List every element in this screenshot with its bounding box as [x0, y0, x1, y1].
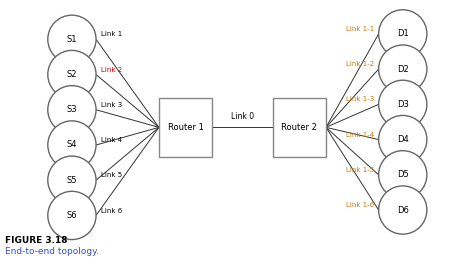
Text: Link 1-4: Link 1-4	[345, 132, 373, 138]
Ellipse shape	[48, 191, 96, 240]
Text: Link 3: Link 3	[100, 102, 122, 108]
Ellipse shape	[48, 121, 96, 169]
Text: Link 1-3: Link 1-3	[345, 96, 373, 102]
Text: D4: D4	[396, 135, 408, 144]
Ellipse shape	[48, 156, 96, 204]
Text: Link 4: Link 4	[100, 137, 122, 143]
Text: End-to-end topology.: End-to-end topology.	[5, 247, 99, 256]
Bar	[272, 98, 325, 157]
Text: Link 1: Link 1	[100, 31, 122, 37]
Text: Link 1-1: Link 1-1	[345, 26, 373, 32]
Text: S5: S5	[67, 176, 77, 185]
Text: S3: S3	[67, 105, 77, 114]
Text: D2: D2	[396, 64, 408, 74]
Text: D6: D6	[396, 205, 408, 215]
Ellipse shape	[378, 115, 426, 164]
Text: Link 0: Link 0	[231, 112, 253, 121]
Bar	[158, 98, 212, 157]
Text: S1: S1	[67, 35, 77, 44]
Ellipse shape	[378, 45, 426, 93]
Ellipse shape	[378, 80, 426, 128]
Ellipse shape	[378, 151, 426, 199]
Text: S6: S6	[67, 211, 77, 220]
Text: D3: D3	[396, 100, 408, 109]
Text: D5: D5	[396, 170, 408, 179]
Text: Link 5: Link 5	[100, 172, 122, 178]
Text: D1: D1	[396, 29, 408, 38]
Text: S4: S4	[67, 140, 77, 150]
Text: FIGURE 3.18: FIGURE 3.18	[5, 236, 67, 245]
Text: Link 6: Link 6	[100, 208, 122, 214]
Text: Router 2: Router 2	[281, 123, 317, 132]
Ellipse shape	[378, 10, 426, 58]
Text: Link 1-6: Link 1-6	[345, 202, 373, 208]
Text: S2: S2	[67, 70, 77, 79]
Text: Link 1-2: Link 1-2	[345, 61, 373, 67]
Ellipse shape	[48, 50, 96, 99]
Text: Link 1-5: Link 1-5	[345, 167, 373, 173]
Ellipse shape	[48, 86, 96, 134]
Ellipse shape	[48, 15, 96, 63]
Text: Link 2: Link 2	[100, 67, 122, 73]
Ellipse shape	[378, 186, 426, 234]
Text: Router 1: Router 1	[167, 123, 203, 132]
